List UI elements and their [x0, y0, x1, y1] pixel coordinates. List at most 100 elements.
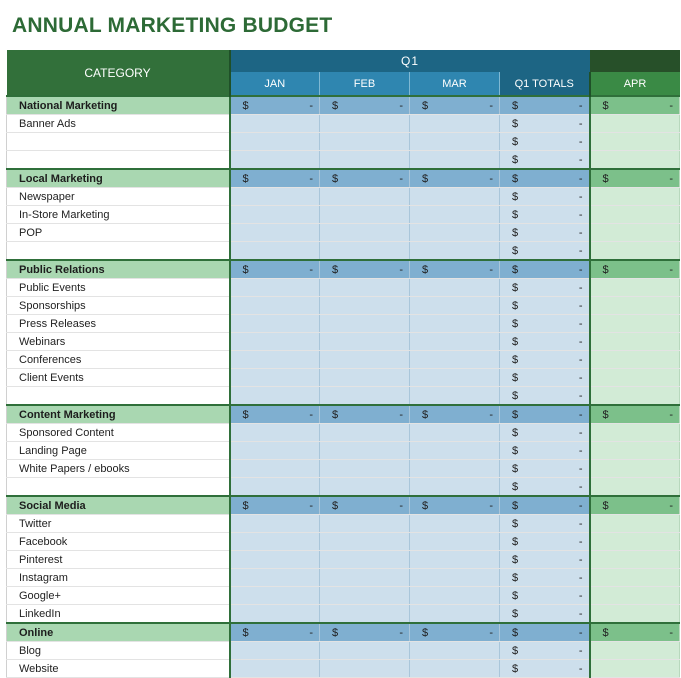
cell-mar[interactable] — [409, 241, 500, 261]
cell-mar[interactable] — [409, 641, 500, 660]
cell-mar[interactable]: $ - — [409, 495, 500, 515]
category-label[interactable] — [6, 241, 231, 261]
cell-apr[interactable]: $ - — [589, 168, 680, 188]
cell-jan[interactable] — [229, 659, 320, 678]
cell-mar[interactable] — [409, 332, 500, 351]
cell-feb[interactable] — [319, 150, 410, 170]
section-label[interactable]: Public Relations — [6, 259, 231, 279]
cell-feb[interactable] — [319, 205, 410, 224]
cell-jan[interactable]: $ - — [229, 404, 320, 424]
category-label[interactable]: Banner Ads — [6, 114, 231, 133]
cell-jan[interactable] — [229, 368, 320, 387]
cell-feb[interactable] — [319, 604, 410, 624]
cell-apr[interactable] — [589, 568, 680, 587]
cell-mar[interactable] — [409, 205, 500, 224]
cell-feb[interactable] — [319, 241, 410, 261]
cell-q1-total[interactable]: $ - — [499, 514, 591, 533]
header-month-mar[interactable]: MAR — [409, 72, 500, 96]
cell-mar[interactable] — [409, 604, 500, 624]
cell-mar[interactable]: $ - — [409, 622, 500, 642]
cell-q1-total[interactable]: $ - — [499, 441, 591, 460]
cell-feb[interactable] — [319, 586, 410, 605]
cell-q1-total[interactable]: $ - — [499, 659, 591, 678]
cell-q1-total[interactable]: $ - — [499, 241, 591, 261]
category-label[interactable] — [6, 150, 231, 170]
category-label[interactable]: Blog — [6, 641, 231, 660]
cell-feb[interactable]: $ - — [319, 259, 410, 279]
cell-jan[interactable] — [229, 441, 320, 460]
cell-mar[interactable] — [409, 114, 500, 133]
cell-mar[interactable] — [409, 132, 500, 151]
cell-q1-total[interactable]: $ - — [499, 168, 591, 188]
cell-q1-total[interactable]: $ - — [499, 423, 591, 442]
cell-feb[interactable] — [319, 332, 410, 351]
category-label[interactable] — [6, 386, 231, 406]
cell-feb[interactable] — [319, 132, 410, 151]
cell-feb[interactable]: $ - — [319, 622, 410, 642]
cell-apr[interactable] — [589, 350, 680, 369]
cell-mar[interactable] — [409, 423, 500, 442]
header-next-quarter[interactable] — [589, 50, 680, 72]
cell-mar[interactable] — [409, 659, 500, 678]
category-label[interactable]: Newspaper — [6, 187, 231, 206]
cell-jan[interactable] — [229, 532, 320, 551]
cell-jan[interactable]: $ - — [229, 95, 320, 115]
cell-apr[interactable] — [589, 659, 680, 678]
cell-apr[interactable] — [589, 296, 680, 315]
cell-jan[interactable] — [229, 241, 320, 261]
cell-jan[interactable] — [229, 604, 320, 624]
header-month-jan[interactable]: JAN — [229, 72, 320, 96]
cell-jan[interactable]: $ - — [229, 259, 320, 279]
cell-feb[interactable]: $ - — [319, 95, 410, 115]
category-label[interactable]: Website — [6, 659, 231, 678]
cell-q1-total[interactable]: $ - — [499, 314, 591, 333]
cell-q1-total[interactable]: $ - — [499, 641, 591, 660]
cell-apr[interactable]: $ - — [589, 259, 680, 279]
cell-mar[interactable] — [409, 350, 500, 369]
cell-jan[interactable]: $ - — [229, 495, 320, 515]
cell-apr[interactable] — [589, 241, 680, 261]
cell-apr[interactable] — [589, 187, 680, 206]
cell-mar[interactable]: $ - — [409, 259, 500, 279]
cell-q1-total[interactable]: $ - — [499, 568, 591, 587]
cell-mar[interactable] — [409, 477, 500, 497]
cell-feb[interactable] — [319, 659, 410, 678]
cell-mar[interactable] — [409, 187, 500, 206]
category-label[interactable]: Pinterest — [6, 550, 231, 569]
cell-jan[interactable] — [229, 586, 320, 605]
cell-mar[interactable] — [409, 514, 500, 533]
cell-feb[interactable] — [319, 386, 410, 406]
cell-jan[interactable] — [229, 350, 320, 369]
cell-mar[interactable] — [409, 150, 500, 170]
cell-mar[interactable] — [409, 296, 500, 315]
cell-q1-total[interactable]: $ - — [499, 386, 591, 406]
category-label[interactable]: Facebook — [6, 532, 231, 551]
cell-feb[interactable] — [319, 477, 410, 497]
section-label[interactable]: Online — [6, 622, 231, 642]
cell-mar[interactable] — [409, 223, 500, 242]
category-label[interactable]: Conferences — [6, 350, 231, 369]
cell-mar[interactable] — [409, 550, 500, 569]
cell-jan[interactable]: $ - — [229, 168, 320, 188]
cell-apr[interactable] — [589, 423, 680, 442]
cell-apr[interactable] — [589, 441, 680, 460]
cell-feb[interactable] — [319, 459, 410, 478]
cell-apr[interactable] — [589, 368, 680, 387]
cell-apr[interactable] — [589, 459, 680, 478]
cell-apr[interactable] — [589, 314, 680, 333]
category-label[interactable]: Twitter — [6, 514, 231, 533]
cell-jan[interactable] — [229, 386, 320, 406]
category-label[interactable]: Client Events — [6, 368, 231, 387]
cell-jan[interactable] — [229, 314, 320, 333]
cell-jan[interactable] — [229, 550, 320, 569]
cell-q1-total[interactable]: $ - — [499, 114, 591, 133]
cell-apr[interactable] — [589, 550, 680, 569]
cell-apr[interactable]: $ - — [589, 622, 680, 642]
cell-apr[interactable]: $ - — [589, 95, 680, 115]
cell-jan[interactable] — [229, 641, 320, 660]
cell-jan[interactable] — [229, 278, 320, 297]
cell-feb[interactable] — [319, 423, 410, 442]
cell-q1-total[interactable]: $ - — [499, 586, 591, 605]
cell-jan[interactable] — [229, 223, 320, 242]
cell-feb[interactable] — [319, 114, 410, 133]
